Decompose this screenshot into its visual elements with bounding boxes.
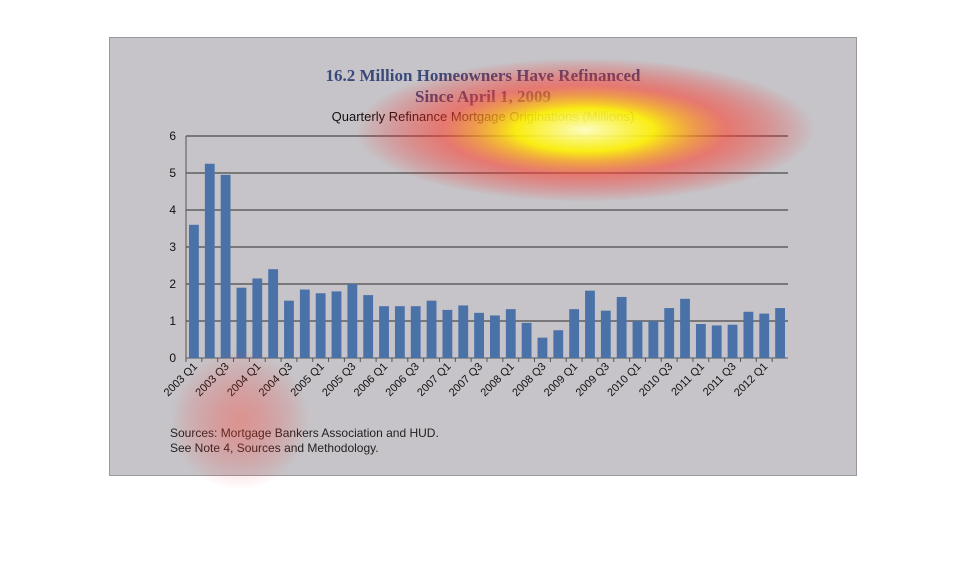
y-tick-label: 5 bbox=[169, 166, 176, 180]
bar bbox=[569, 309, 580, 358]
y-tick-label: 2 bbox=[169, 277, 176, 291]
x-tick-label: 2006 Q1 bbox=[352, 361, 390, 399]
x-tick-label: 2005 Q1 bbox=[288, 361, 326, 399]
bar bbox=[315, 293, 326, 358]
bar bbox=[379, 306, 389, 358]
y-tick-label: 3 bbox=[169, 240, 176, 254]
x-tick-label: 2008 Q3 bbox=[510, 361, 548, 399]
x-tick-label: 2003 Q3 bbox=[193, 361, 231, 399]
bar bbox=[268, 269, 279, 358]
x-tick-label: 2004 Q3 bbox=[257, 361, 295, 399]
x-tick-label: 2007 Q1 bbox=[415, 361, 453, 399]
bar bbox=[284, 300, 294, 358]
bar bbox=[775, 308, 785, 358]
bar bbox=[616, 296, 627, 358]
bar bbox=[204, 163, 215, 358]
sources-note: Sources: Mortgage Bankers Association an… bbox=[170, 426, 439, 440]
bar bbox=[505, 309, 516, 358]
bar bbox=[252, 278, 263, 358]
bar bbox=[220, 174, 231, 358]
bar bbox=[347, 284, 358, 358]
bar bbox=[490, 315, 500, 358]
bar bbox=[600, 310, 611, 358]
methodology-note: See Note 4, Sources and Methodology. bbox=[170, 441, 379, 455]
bar bbox=[648, 321, 659, 358]
x-tick-label: 2012 Q1 bbox=[732, 361, 770, 399]
bar bbox=[727, 324, 738, 358]
x-tick-label: 2009 Q3 bbox=[574, 361, 612, 399]
bar bbox=[759, 313, 770, 358]
bar bbox=[632, 321, 643, 358]
bar bbox=[585, 290, 595, 358]
y-tick-label: 0 bbox=[169, 351, 176, 365]
bar bbox=[458, 305, 469, 358]
bar bbox=[680, 298, 690, 358]
x-tick-label: 2008 Q1 bbox=[479, 361, 517, 399]
bar bbox=[299, 289, 310, 358]
bar bbox=[743, 311, 754, 358]
y-tick-label: 1 bbox=[169, 314, 176, 328]
x-tick-label: 2005 Q3 bbox=[320, 361, 358, 399]
bar bbox=[394, 306, 405, 358]
bar bbox=[426, 300, 437, 358]
bar bbox=[236, 287, 247, 358]
y-tick-label: 6 bbox=[169, 129, 176, 143]
x-tick-label: 2004 Q1 bbox=[225, 361, 263, 399]
bar bbox=[363, 295, 374, 358]
bar bbox=[331, 291, 342, 358]
bar bbox=[442, 309, 453, 358]
chart-notes: Sources: Mortgage Bankers Association an… bbox=[170, 426, 439, 456]
y-tick-label: 4 bbox=[169, 203, 176, 217]
x-tick-label: 2010 Q3 bbox=[637, 361, 675, 399]
bar bbox=[553, 330, 564, 358]
x-tick-label: 2003 Q1 bbox=[162, 361, 200, 399]
x-tick-label: 2011 Q1 bbox=[669, 361, 707, 399]
bar bbox=[410, 306, 421, 358]
bar bbox=[537, 337, 548, 358]
bar bbox=[711, 325, 722, 358]
bar bbox=[695, 323, 706, 358]
x-tick-label: 2009 Q1 bbox=[542, 361, 580, 399]
bar bbox=[189, 224, 199, 358]
bar bbox=[474, 312, 484, 358]
x-tick-label: 2010 Q1 bbox=[605, 361, 643, 399]
x-tick-label: 2007 Q3 bbox=[447, 361, 485, 399]
bar bbox=[664, 308, 675, 358]
x-tick-label: 2006 Q3 bbox=[384, 361, 422, 399]
bar bbox=[521, 322, 532, 358]
